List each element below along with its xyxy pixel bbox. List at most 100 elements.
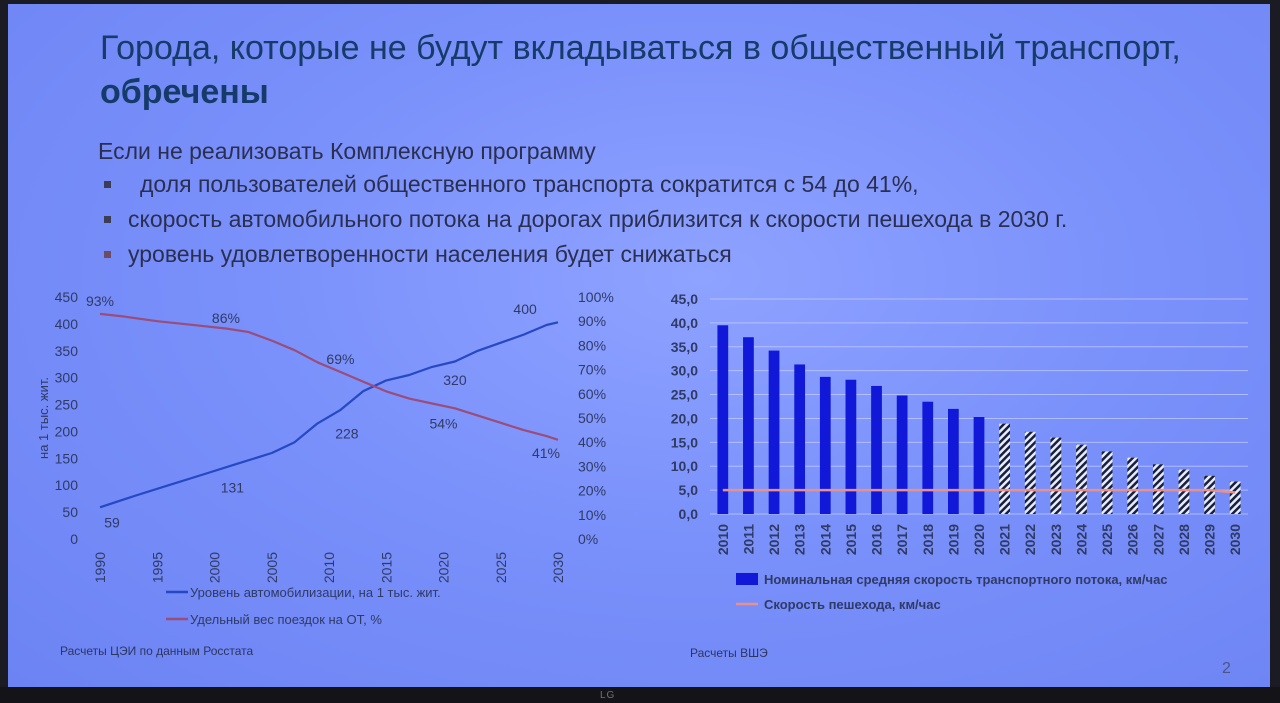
y-tick-label: 30,0 [671, 363, 698, 379]
page-number: 2 [1222, 660, 1231, 677]
y-tick-label: 200 [55, 423, 79, 439]
slide-intro-text: Если не реализовать Комплексную программ… [98, 138, 596, 164]
y-tick-label: 15,0 [671, 434, 698, 450]
y-tick-label: 45,0 [671, 291, 698, 307]
legend-label: Удельный вес поездок на ОТ, % [190, 612, 382, 627]
bar [1050, 437, 1062, 514]
slide-title: Города, которые не будут вкладываться в … [100, 26, 1181, 114]
y-tick-label: 5,0 [679, 482, 699, 498]
y2-tick-label: 60% [578, 386, 606, 402]
bar [896, 395, 908, 514]
source-note-left: Расчеты ЦЭИ по данным Росстата [60, 644, 254, 658]
bar [999, 423, 1010, 514]
bar [743, 337, 754, 514]
x-tick-label: 2025 [1099, 524, 1115, 555]
y-tick-label: 350 [55, 343, 79, 359]
bullet-item: доля пользователей общественного транспо… [100, 168, 1067, 203]
x-tick-label: 1990 [92, 552, 108, 583]
legend-label: Номинальная средняя скорость транспортно… [764, 572, 1168, 587]
slide-title-line1: Города, которые не будут вкладываться в … [100, 29, 1181, 67]
motorization-chart: 0 50 100 150 200 250 300 350 400 450 0% 10% 20% 30% 40… [36, 289, 628, 627]
x-tick-label: 2030 [550, 552, 566, 583]
bar [768, 350, 780, 514]
x-tick-label: 2014 [817, 524, 833, 555]
y-tick-label: 0,0 [679, 506, 699, 522]
x-tick-label: 2029 [1202, 524, 1218, 555]
y2-tick-label: 40% [578, 434, 606, 450]
y-tick-label: 450 [55, 289, 79, 305]
y2-tick-label: 10% [578, 507, 606, 523]
bar [845, 379, 857, 514]
data-label: 69% [326, 351, 354, 367]
legend-label: Уровень автомобилизации, на 1 тыс. жит. [190, 585, 441, 600]
bar [717, 325, 729, 514]
bar [1127, 457, 1139, 514]
x-tick-label: 2024 [1073, 524, 1089, 555]
y2-tick-label: 100% [578, 289, 614, 305]
x-tick-label: 2023 [1048, 524, 1064, 555]
data-label: 131 [221, 480, 245, 496]
series-line [99, 312, 559, 441]
y2-tick-label: 0% [578, 531, 598, 547]
data-label: 228 [335, 425, 359, 441]
data-label: 41% [532, 445, 560, 461]
bar [1204, 475, 1215, 514]
x-tick-label: 2022 [1022, 524, 1038, 555]
x-tick-label: 2021 [997, 524, 1013, 555]
source-note-right: Расчеты ВШЭ [690, 646, 768, 660]
y-tick-label: 50 [62, 504, 78, 520]
data-label: 400 [513, 301, 537, 317]
y-tick-label: 100 [55, 477, 79, 493]
x-tick-label: 2027 [1150, 524, 1166, 555]
y-tick-label: 0 [70, 531, 78, 547]
y-tick-label: 35,0 [671, 339, 698, 355]
x-tick-label: 2012 [766, 524, 782, 555]
data-label: 320 [443, 372, 467, 388]
x-tick-label: 2015 [378, 552, 394, 583]
x-tick-label: 2026 [1125, 524, 1141, 555]
y2-tick-label: 30% [578, 458, 606, 474]
x-tick-label: 2017 [894, 524, 910, 555]
y-tick-label: 40,0 [671, 315, 698, 331]
x-tick-label: 2000 [207, 552, 223, 583]
monitor-logo: LG [600, 690, 616, 701]
y-tick-label: 20,0 [671, 410, 698, 426]
bullet-item: уровень удовлетворенности населения буде… [100, 238, 1067, 273]
x-tick-label: 1995 [149, 552, 165, 583]
bar [922, 401, 934, 514]
bullet-list: доля пользователей общественного транспо… [100, 168, 1067, 273]
y2-tick-label: 80% [578, 337, 606, 353]
legend-label: Скорость пешехода, км/час [764, 597, 941, 612]
presentation-slide: Города, которые не будут вкладываться в … [8, 4, 1270, 687]
monitor-bezel [0, 687, 1280, 703]
bar [1178, 469, 1190, 514]
bar [1229, 481, 1241, 514]
data-label: 86% [212, 310, 240, 326]
bar [794, 364, 806, 514]
data-label: 59 [104, 514, 120, 530]
y2-tick-label: 50% [578, 410, 606, 426]
data-label: 54% [429, 415, 457, 431]
x-tick-label: 2018 [920, 524, 936, 555]
x-tick-label: 2015 [843, 524, 859, 555]
x-tick-label: 2010 [321, 552, 337, 583]
x-tick-label: 2005 [264, 552, 280, 583]
data-label: 93% [86, 293, 114, 309]
x-tick-label: 2016 [869, 524, 885, 555]
x-tick-label: 2013 [792, 524, 808, 555]
y-tick-label: 250 [55, 397, 79, 413]
bullet-item: скорость автомобильного потока на дорога… [100, 203, 1067, 238]
x-tick-label: 2010 [715, 524, 731, 555]
bar [1024, 431, 1036, 514]
x-tick-label: 2019 [945, 524, 961, 555]
slide-title-line2: обречены [100, 73, 269, 111]
y-tick-label: 25,0 [671, 387, 698, 403]
bar [973, 417, 985, 514]
series-line [99, 321, 559, 509]
x-tick-label: 2030 [1227, 524, 1243, 555]
x-tick-label: 2020 [971, 524, 987, 555]
y-axis-title: на 1 тыс. жит. [36, 377, 51, 459]
bar [1076, 444, 1087, 514]
legend-swatch [736, 573, 758, 585]
y-tick-label: 400 [55, 316, 79, 332]
